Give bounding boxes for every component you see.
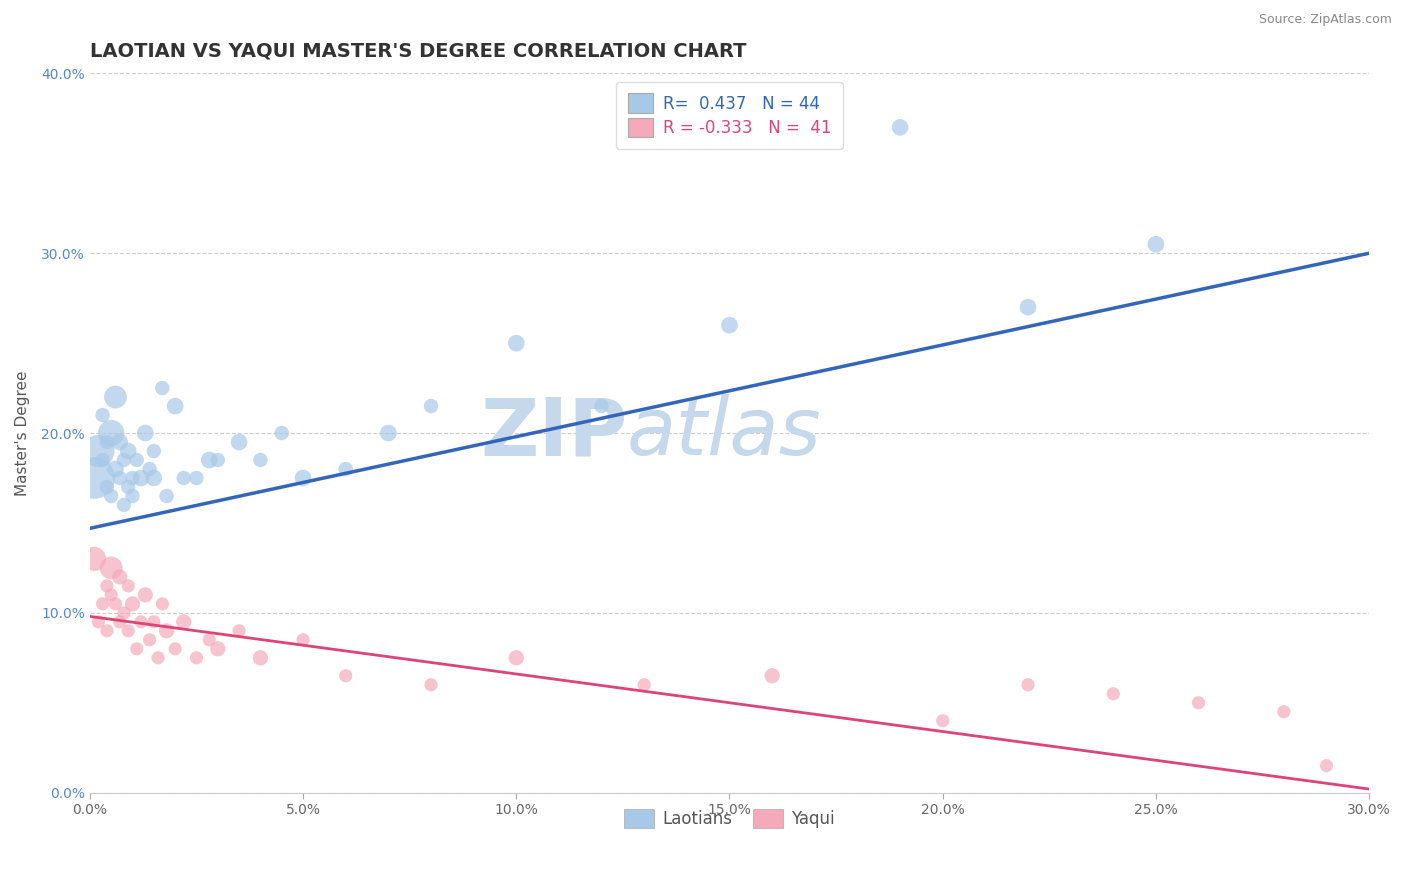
Point [129,615,152,629]
Point [420,399,443,413]
Point [96,579,118,593]
Point [108,570,131,584]
Point [142,615,165,629]
Point [249,650,271,665]
Point [292,632,315,647]
Point [228,624,250,638]
Point [96,624,118,638]
Point [165,641,187,656]
Point [505,650,527,665]
Point [125,641,148,656]
Point [1187,696,1209,710]
Point [134,425,156,440]
Point [377,425,399,440]
Point [186,471,208,485]
Text: atlas: atlas [627,394,823,472]
Point [186,650,208,665]
Point [335,669,357,683]
Point [112,606,135,620]
Point [121,489,143,503]
Point [146,650,169,665]
Point [1315,758,1337,772]
Point [207,453,229,467]
Point [129,471,152,485]
Point [173,615,195,629]
Point [889,120,911,135]
Point [138,632,160,647]
Point [142,444,165,458]
Point [198,453,221,467]
Point [1017,300,1039,314]
Point [104,390,127,404]
Point [1272,705,1295,719]
Point [155,624,177,638]
Point [104,462,127,476]
Point [100,489,122,503]
Point [138,462,160,476]
Point [761,669,783,683]
Point [1102,687,1125,701]
Point [165,399,187,413]
Point [198,632,221,647]
Point [150,381,173,395]
Y-axis label: Master's Degree: Master's Degree [15,370,30,496]
Point [633,678,655,692]
Point [108,471,131,485]
Point [117,480,139,494]
Point [121,597,143,611]
Point [150,597,173,611]
Point [83,552,105,566]
Point [112,453,135,467]
Point [1017,678,1039,692]
Point [96,435,118,450]
Point [591,399,613,413]
Point [96,480,118,494]
Point [270,425,292,440]
Point [718,318,741,333]
Point [112,498,135,512]
Point [249,453,271,467]
Point [134,588,156,602]
Point [100,588,122,602]
Point [108,435,131,450]
Point [228,435,250,450]
Point [104,597,127,611]
Point [931,714,953,728]
Point [121,471,143,485]
Point [207,641,229,656]
Point [87,615,110,629]
Text: Source: ZipAtlas.com: Source: ZipAtlas.com [1258,13,1392,27]
Point [108,615,131,629]
Point [91,453,114,467]
Point [87,444,110,458]
Point [125,453,148,467]
Point [91,408,114,422]
Point [505,336,527,351]
Point [155,489,177,503]
Text: LAOTIAN VS YAQUI MASTER'S DEGREE CORRELATION CHART: LAOTIAN VS YAQUI MASTER'S DEGREE CORRELA… [90,42,747,61]
Point [117,624,139,638]
Point [142,471,165,485]
Point [420,678,443,692]
Legend: Laotians, Yaqui: Laotians, Yaqui [617,802,841,835]
Point [91,597,114,611]
Point [83,471,105,485]
Point [100,561,122,575]
Point [100,425,122,440]
Point [335,462,357,476]
Point [292,471,315,485]
Point [173,471,195,485]
Point [117,444,139,458]
Point [1144,237,1167,252]
Point [117,579,139,593]
Text: ZIP: ZIP [479,394,627,472]
